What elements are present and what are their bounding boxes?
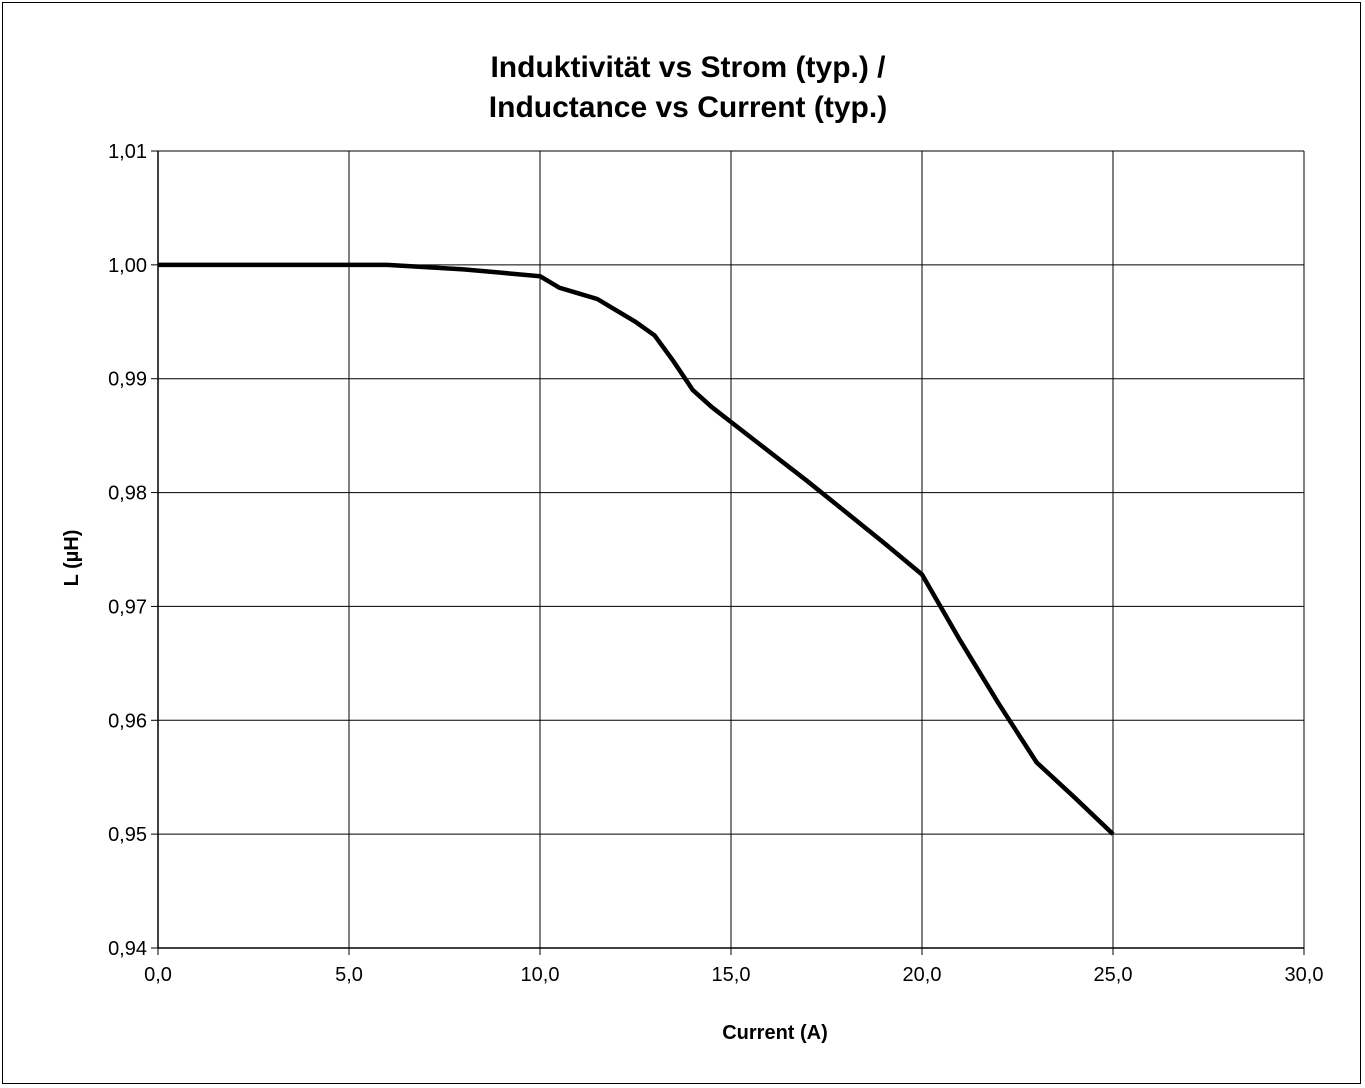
- y-tick-labels: 1,01 1,00 0,99 0,98 0,97 0,96 0,95 0,94: [108, 141, 147, 960]
- y-tick-label: 0,97: [108, 596, 147, 618]
- y-axis-label: L (µH): [61, 530, 83, 587]
- x-tick-label: 30,0: [1285, 964, 1324, 986]
- x-tick-label: 25,0: [1094, 964, 1133, 986]
- y-tick-label: 0,99: [108, 369, 147, 391]
- y-tick-label: 1,00: [108, 255, 147, 277]
- x-tick-label: 20,0: [903, 964, 942, 986]
- y-tick-label: 1,01: [108, 141, 147, 163]
- chart-title-line1: Induktivität vs Strom (typ.) /: [490, 51, 886, 84]
- x-tick-label: 10,0: [521, 964, 560, 986]
- y-tick-label: 0,95: [108, 824, 147, 846]
- y-tick-label: 0,94: [108, 938, 147, 960]
- x-tick-labels: 0,0 5,0 10,0 15,0 20,0 25,0 30,0: [144, 964, 1323, 986]
- axes: [151, 150, 1305, 955]
- chart-title-line2: Inductance vs Current (typ.): [489, 91, 887, 124]
- chart: Induktivität vs Strom (typ.) / Inductanc…: [61, 51, 1323, 1044]
- x-axis-label: Current (A): [722, 1022, 828, 1044]
- series-line-1: [158, 262, 1115, 836]
- x-tick-label: 0,0: [144, 964, 172, 986]
- y-tick-label: 0,98: [108, 483, 147, 505]
- x-tick-label: 5,0: [335, 964, 363, 986]
- x-tick-label: 15,0: [712, 964, 751, 986]
- grid: [158, 150, 1305, 948]
- y-tick-label: 0,96: [108, 710, 147, 732]
- series-group: [158, 262, 1115, 836]
